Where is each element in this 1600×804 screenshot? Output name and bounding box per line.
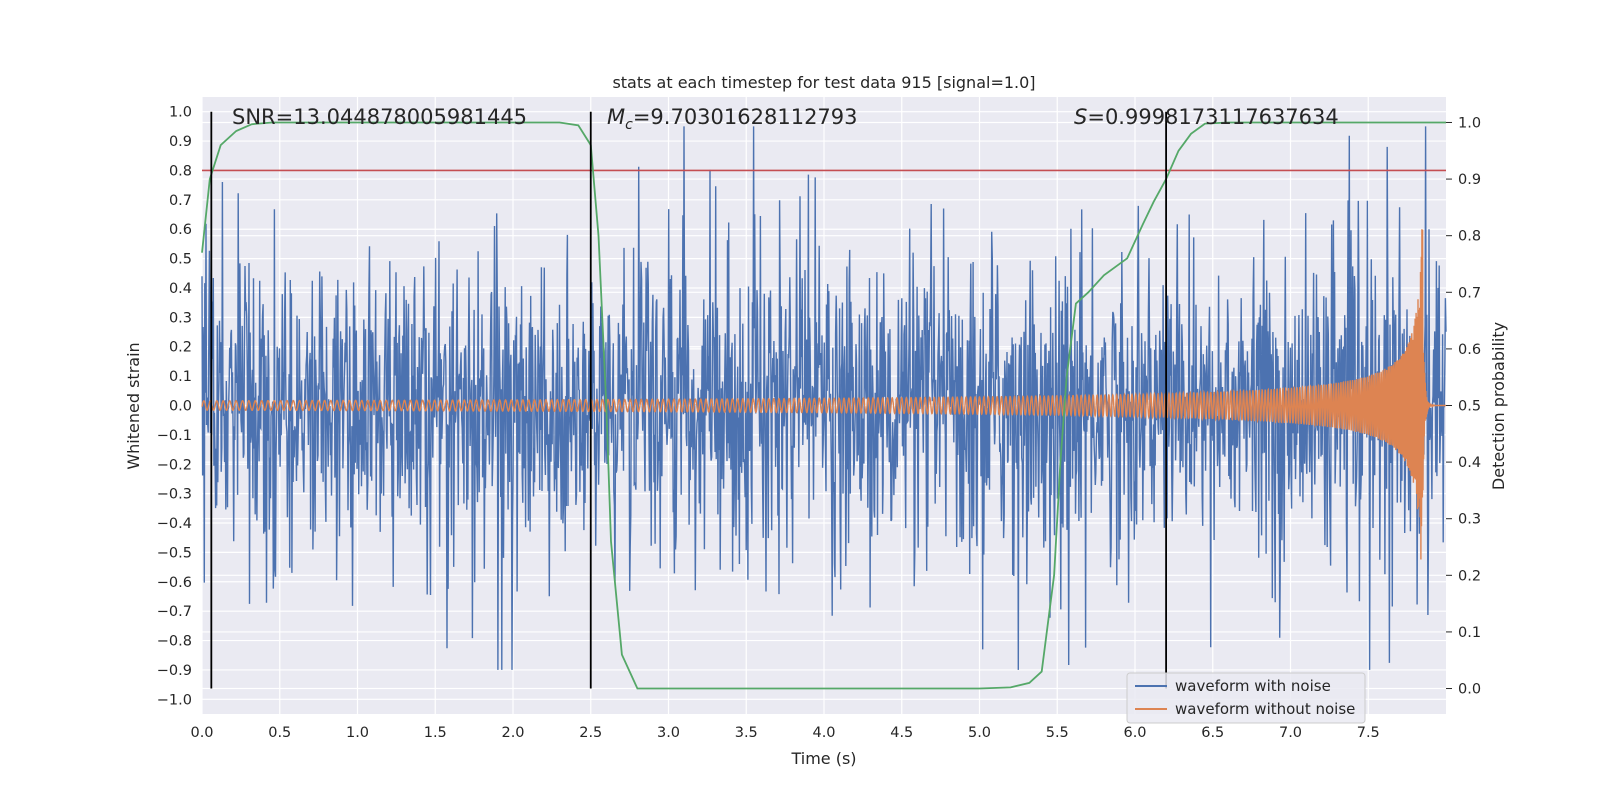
y-right-tick-label: 0.6 <box>1458 342 1481 358</box>
y-left-tick-label: −0.3 <box>157 487 192 503</box>
y-right-tick-label: 0.5 <box>1458 399 1481 415</box>
x-tick-label: 5.5 <box>1046 725 1069 741</box>
x-tick-label: 4.5 <box>890 725 913 741</box>
y-right-tick-label: 0.0 <box>1458 682 1481 698</box>
x-tick-label: 7.0 <box>1279 725 1302 741</box>
x-tick-label: 3.5 <box>735 725 758 741</box>
legend-label-clean: waveform without noise <box>1175 700 1355 718</box>
y-left-tick-label: −0.1 <box>157 428 192 444</box>
x-tick-label: 6.5 <box>1201 725 1224 741</box>
x-tick-label: 6.0 <box>1123 725 1146 741</box>
x-tick-label: 3.0 <box>657 725 680 741</box>
legend-box <box>1126 672 1366 724</box>
y-left-tick-label: −0.9 <box>157 663 192 679</box>
y-right-tick-label: 0.4 <box>1458 455 1481 471</box>
x-tick-label: 0.0 <box>190 725 213 741</box>
y-left-tick-label: −0.4 <box>157 516 192 532</box>
chart-title: stats at each timestep for test data 915… <box>612 73 1035 92</box>
legend: waveform with noise waveform without noi… <box>1126 672 1366 724</box>
x-tick-label: 2.5 <box>579 725 602 741</box>
y-right-tick-label: 0.3 <box>1458 512 1481 528</box>
y-left-tick-label: −0.5 <box>157 545 192 561</box>
y-right-tick-label: 0.7 <box>1458 285 1481 301</box>
significance-symbol: S <box>1074 105 1087 129</box>
chirp-mass-value: =9.70301628112793 <box>633 105 858 129</box>
x-axis-label: Time (s) <box>790 749 856 768</box>
snr-annotation: SNR=13.044878005981445 <box>232 105 527 129</box>
y-left-tick-label: 0.8 <box>169 163 192 179</box>
chirp-mass-subscript: c <box>625 117 633 133</box>
y-left-tick-label: 0.2 <box>169 340 192 356</box>
y-left-tick-label: 0.4 <box>169 281 192 297</box>
y-left-axis-label: Whitened strain <box>124 342 143 469</box>
y-left-tick-label: 0.0 <box>169 399 192 415</box>
detection-probability-line <box>201 121 1446 690</box>
x-tick-label: 1.0 <box>346 725 369 741</box>
y-left-tick-label: −0.8 <box>157 634 192 650</box>
x-tick-label: 5.0 <box>968 725 991 741</box>
significance-annotation: S=0.9998173117637634 <box>1074 105 1339 129</box>
detection-probability-series <box>201 121 1446 690</box>
y-right-tick-label: 0.1 <box>1458 625 1481 641</box>
y-left-tick-label: 0.7 <box>169 193 192 209</box>
x-tick-label: 2.0 <box>501 725 524 741</box>
y-left-tick-label: −1.0 <box>157 692 192 708</box>
y-right-axis-label: Detection probability <box>1489 322 1508 490</box>
y-left-tick-label: 0.5 <box>169 252 192 268</box>
noisy-waveform-line <box>201 126 1447 670</box>
x-tick-label: 4.0 <box>812 725 835 741</box>
y-left-tick-label: 0.1 <box>169 369 192 385</box>
chirp-mass-symbol: M <box>607 105 625 129</box>
y-right-tick-label: 1.0 <box>1458 115 1481 131</box>
clean-waveform-series <box>201 229 1446 560</box>
y-left-tick-labels: 1.0 0.9 0.8 0.7 0.6 0.5 0.4 0.3 0.2 0.1 0.0 −0.1 −0.… <box>157 105 192 709</box>
x-tick-label: 0.5 <box>268 725 291 741</box>
chirp-mass-annotation: Mc=9.70301628112793 <box>607 105 858 133</box>
y-right-tick-label: 0.2 <box>1458 568 1481 584</box>
y-right-tick-labels: 1.0 0.9 0.8 0.7 0.6 0.5 0.4 0.3 0.2 0.1 0.0 <box>1446 115 1481 698</box>
x-tick-labels: 0.0 0.5 1.0 1.5 2.0 2.5 3.0 3.5 4.0 4.5 5.0 5.5 6.0 6… <box>190 725 1379 741</box>
y-left-tick-label: 0.9 <box>169 134 192 150</box>
y-right-tick-label: 0.8 <box>1458 229 1481 245</box>
x-tick-label: 7.5 <box>1357 725 1380 741</box>
y-left-tick-label: −0.7 <box>157 604 192 620</box>
y-left-tick-label: −0.6 <box>157 575 192 591</box>
legend-label-noisy: waveform with noise <box>1175 677 1331 695</box>
y-left-tick-label: 0.3 <box>169 310 192 326</box>
y-left-tick-label: 0.6 <box>169 222 192 238</box>
y-left-tick-label: 1.0 <box>169 105 192 121</box>
clean-waveform-line <box>201 229 1446 560</box>
significance-value: =0.9998173117637634 <box>1087 105 1338 129</box>
x-tick-label: 1.5 <box>424 725 447 741</box>
y-left-tick-label: −0.2 <box>157 457 192 473</box>
noisy-waveform-series <box>201 126 1447 670</box>
vertical-marker-layer <box>210 111 1167 689</box>
y-right-tick-label: 0.9 <box>1458 172 1481 188</box>
